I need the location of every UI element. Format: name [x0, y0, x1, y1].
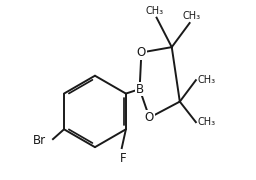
Text: CH₃: CH₃: [198, 75, 216, 85]
Text: O: O: [137, 46, 146, 59]
Text: B: B: [135, 83, 144, 96]
Text: O: O: [145, 111, 154, 124]
Text: CH₃: CH₃: [198, 117, 216, 127]
Text: CH₃: CH₃: [182, 11, 200, 21]
Text: CH₃: CH₃: [146, 6, 164, 16]
Text: Br: Br: [33, 134, 46, 147]
Text: F: F: [120, 152, 127, 165]
